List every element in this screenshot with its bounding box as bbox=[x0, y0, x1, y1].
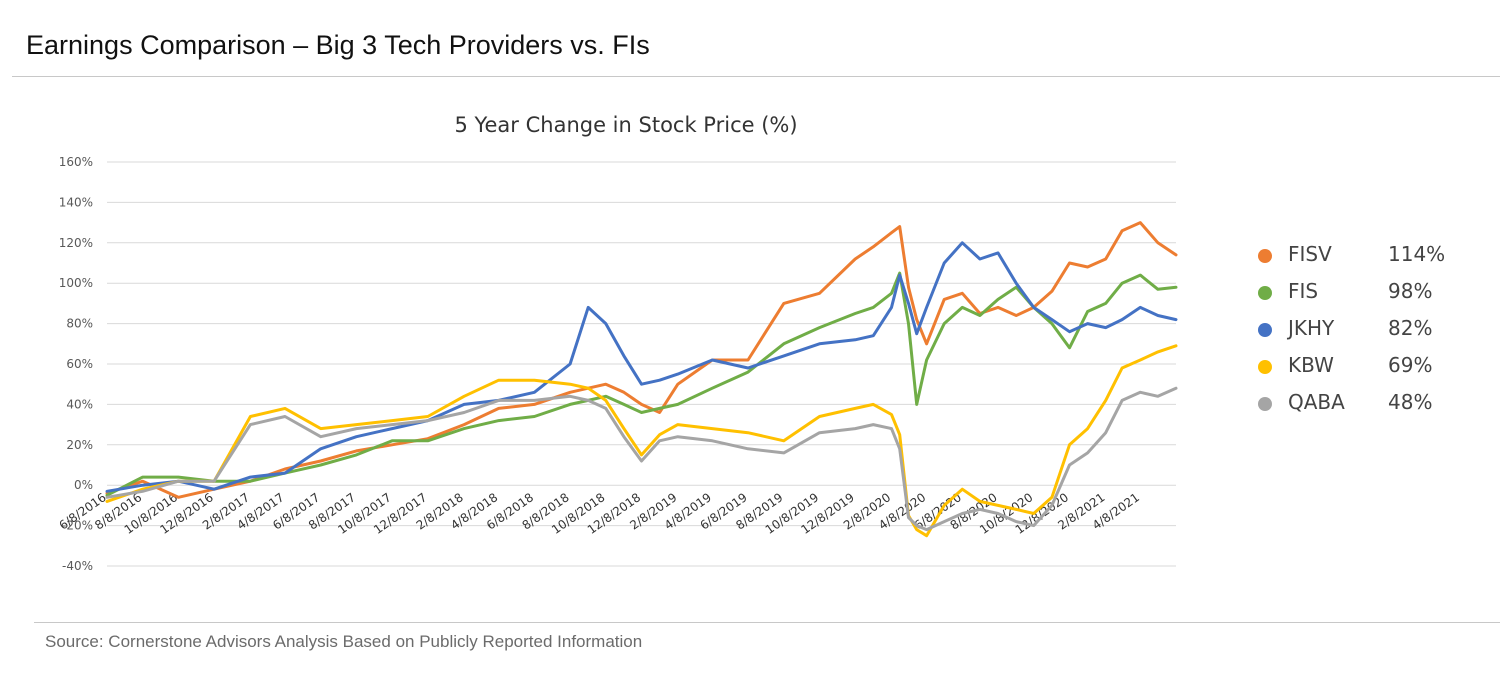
legend-name: JKHY bbox=[1288, 316, 1335, 340]
legend-marker-fis bbox=[1258, 286, 1272, 300]
chart-title: 5 Year Change in Stock Price (%) bbox=[454, 113, 797, 137]
footer-divider bbox=[34, 622, 1500, 623]
series-line-qaba bbox=[105, 386, 1178, 532]
legend-name: FISV bbox=[1288, 242, 1332, 266]
legend-name: QABA bbox=[1288, 390, 1345, 414]
legend-marker-qaba bbox=[1258, 397, 1272, 411]
y-tick-label: -40% bbox=[62, 559, 93, 573]
source-note: Source: Cornerstone Advisors Analysis Ba… bbox=[45, 632, 643, 651]
legend-name: KBW bbox=[1288, 353, 1334, 377]
legend-value: 114% bbox=[1388, 242, 1446, 266]
legend-marker-jkhy bbox=[1258, 323, 1272, 337]
legend-value: 82% bbox=[1388, 316, 1433, 340]
slide-title: Earnings Comparison – Big 3 Tech Provide… bbox=[26, 30, 650, 60]
y-tick-label: -20% bbox=[62, 519, 93, 533]
legend-item-jkhy: JKHY 82% bbox=[1258, 316, 1458, 353]
y-tick-label: 60% bbox=[66, 357, 93, 371]
legend-name: FIS bbox=[1288, 279, 1319, 303]
title-divider bbox=[12, 76, 1500, 77]
legend-item-qaba: QABA 48% bbox=[1258, 390, 1458, 427]
x-axis: 6/8/20168/8/201610/8/201612/8/20162/8/20… bbox=[57, 490, 1142, 537]
legend-value: 48% bbox=[1388, 390, 1433, 414]
legend-marker-fisv bbox=[1258, 249, 1272, 263]
legend-item-fisv: FISV 114% bbox=[1258, 242, 1458, 279]
legend-value: 69% bbox=[1388, 353, 1433, 377]
legend-item-kbw: KBW 69% bbox=[1258, 353, 1458, 390]
series-lines bbox=[105, 221, 1178, 538]
series-line-kbw bbox=[105, 344, 1178, 538]
y-tick-label: 140% bbox=[59, 195, 93, 209]
y-tick-label: 120% bbox=[59, 236, 93, 250]
grid-lines bbox=[107, 161, 1176, 567]
series-line-jkhy bbox=[105, 241, 1178, 493]
y-tick-label: 20% bbox=[66, 438, 93, 452]
y-tick-label: 0% bbox=[74, 478, 93, 492]
y-tick-label: 160% bbox=[59, 155, 93, 169]
legend-value: 98% bbox=[1388, 279, 1433, 303]
stock-price-chart: 5 Year Change in Stock Price (%) -40% -20… bbox=[57, 113, 1178, 573]
y-tick-label: 80% bbox=[66, 317, 93, 331]
y-axis: -40% -20% 0% 20% 40% 60% 80% 100% 120% 140% 160% bbox=[59, 155, 93, 573]
y-tick-label: 40% bbox=[66, 397, 93, 411]
series-line-fis bbox=[105, 271, 1178, 497]
legend-marker-kbw bbox=[1258, 360, 1272, 374]
legend-item-fis: FIS 98% bbox=[1258, 279, 1458, 316]
y-tick-label: 100% bbox=[59, 276, 93, 290]
legend: FISV 114% FIS 98% JKHY 82% KBW 69% QABA … bbox=[1258, 242, 1458, 427]
